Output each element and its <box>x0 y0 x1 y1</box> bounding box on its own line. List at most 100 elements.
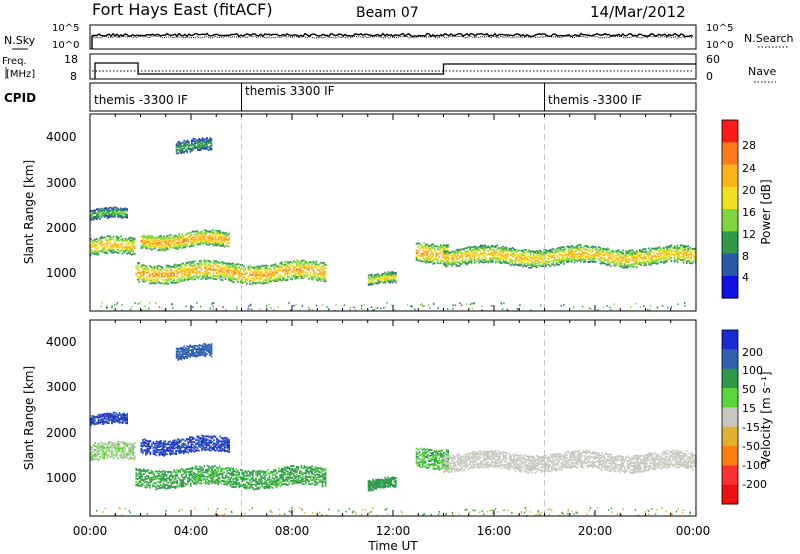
scatter-cell <box>619 254 621 257</box>
scatter-cell <box>191 269 194 272</box>
noise-cell <box>590 308 592 310</box>
scatter-cell <box>151 238 153 240</box>
scatter-cell <box>184 238 186 241</box>
noise-cell <box>372 309 374 311</box>
scatter-cell <box>440 251 442 254</box>
scatter-cell <box>566 258 568 260</box>
scatter-cell <box>154 444 156 447</box>
scatter-cell <box>490 259 493 261</box>
scatter-cell <box>97 249 100 252</box>
scatter-cell <box>296 272 298 275</box>
scatter-cell <box>221 266 224 268</box>
scatter-cell <box>558 247 561 249</box>
scatter-cell <box>628 250 630 252</box>
scatter-cell <box>429 261 431 263</box>
scatter-cell <box>163 245 165 248</box>
scatter-cell <box>502 245 505 248</box>
scatter-cell <box>158 244 161 247</box>
scatter-cell <box>167 446 170 449</box>
scatter-cell <box>317 276 319 278</box>
scatter-cell <box>111 446 113 449</box>
scatter-cell <box>191 277 194 280</box>
scatter-cell <box>638 248 641 251</box>
scatter-cell <box>489 256 491 259</box>
noise-cell <box>211 302 214 304</box>
scatter-cell <box>129 442 131 445</box>
scatter-cell <box>186 245 188 247</box>
scatter-cell <box>495 252 497 254</box>
scatter-cell <box>178 142 181 145</box>
scatter-cell <box>215 272 218 274</box>
scatter-cell <box>299 263 301 266</box>
scatter-cell <box>147 268 150 271</box>
scatter-cell <box>469 257 471 260</box>
scatter-cell <box>164 249 167 252</box>
scatter-cell <box>180 273 183 276</box>
scatter-cell <box>370 278 373 281</box>
scatter-cell <box>93 209 95 212</box>
scatter-cell <box>202 239 205 241</box>
cpid-panel: CPID themis -3300 IF themis 3300 IF them… <box>4 82 697 112</box>
scatter-cell <box>247 275 250 278</box>
scatter-cell <box>207 149 210 152</box>
scatter-cell <box>265 271 268 274</box>
scatter-cell <box>299 271 301 274</box>
scatter-cell <box>496 244 499 247</box>
scatter-cell <box>181 151 184 153</box>
scatter-cell <box>175 238 177 241</box>
scatter-cell <box>654 256 656 259</box>
scatter-cell <box>146 265 148 267</box>
scatter-cell <box>215 260 218 263</box>
scatter-cell <box>685 262 688 264</box>
scatter-cell <box>447 246 450 248</box>
scatter-cell <box>590 249 593 251</box>
noise-cell <box>343 304 346 306</box>
scatter-cell <box>588 250 591 252</box>
scatter-cell <box>430 251 433 253</box>
scatter-cell <box>130 442 133 445</box>
scatter-cell <box>495 254 497 257</box>
scatter-cell <box>201 141 204 144</box>
scatter-cell <box>97 444 100 447</box>
scatter-cell <box>578 249 580 252</box>
scatter-cell <box>123 452 125 455</box>
scatter-cell <box>214 262 216 265</box>
scatter-cell <box>280 270 283 273</box>
scatter-cell <box>640 255 642 258</box>
scatter-cell <box>514 263 517 265</box>
scatter-cell <box>302 266 304 269</box>
scatter-cell <box>286 266 289 269</box>
scatter-cell <box>103 417 106 420</box>
scatter-cell <box>130 448 133 450</box>
scatter-cell <box>94 453 97 456</box>
scatter-cell <box>519 264 521 267</box>
scatter-cell <box>106 208 109 211</box>
scatter-cell <box>152 271 154 273</box>
scatter-cell <box>693 257 696 260</box>
scatter-cell <box>649 261 652 263</box>
scatter-cell <box>115 452 118 455</box>
scatter-cell <box>540 265 543 267</box>
scatter-cell <box>202 274 204 277</box>
noise-cell <box>148 307 150 310</box>
scatter-cell <box>274 279 277 282</box>
scatter-cell <box>224 265 227 268</box>
scatter-cell <box>109 450 112 453</box>
scatter-cell <box>321 271 324 273</box>
scatter-cell <box>145 236 147 238</box>
scatter-cell <box>184 234 186 237</box>
scatter-cell <box>167 239 170 242</box>
scatter-cell <box>395 274 397 277</box>
scatter-cell <box>123 251 125 254</box>
nave-tick-high: 60 <box>706 53 720 66</box>
scatter-cell <box>679 256 682 258</box>
scatter-cell <box>538 249 541 252</box>
scatter-cell <box>205 265 207 268</box>
scatter-cell <box>232 267 234 270</box>
scatter-cell <box>423 253 425 256</box>
scatter-cell <box>318 271 321 273</box>
scatter-cell <box>105 415 107 417</box>
scatter-cell <box>390 275 393 278</box>
scatter-cell <box>277 279 280 281</box>
noise-cell <box>421 303 423 305</box>
